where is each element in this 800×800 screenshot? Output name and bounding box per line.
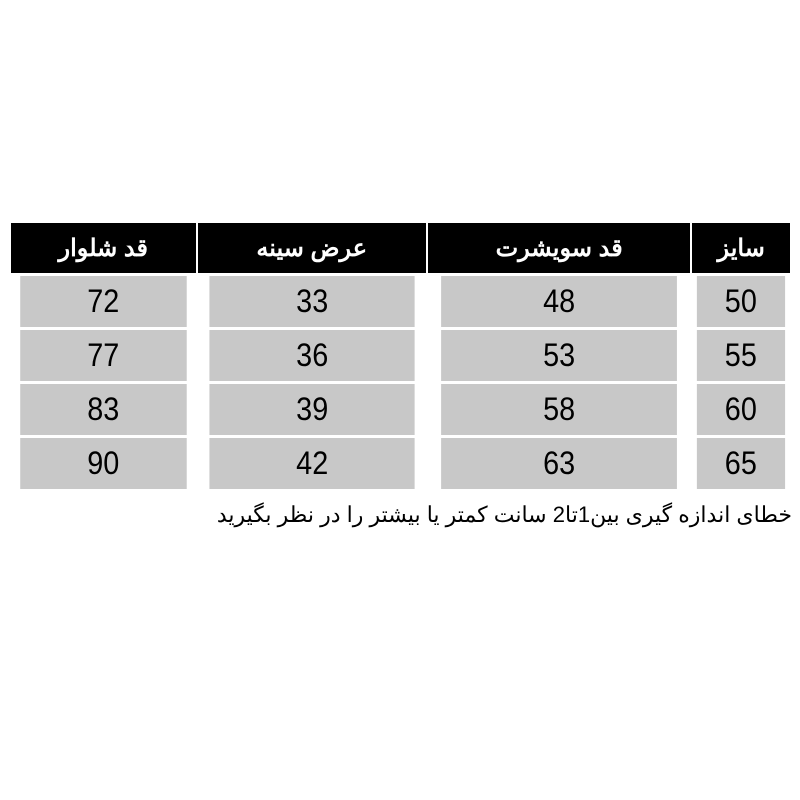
cell-pants-length: 72 [20,276,187,327]
cell-size: 50 [697,276,786,327]
cell-sweatshirt-length: 58 [441,384,678,435]
cell-chest-width: 39 [208,384,415,435]
header-pants-length: قد شلوار [11,223,196,273]
cell-size: 60 [697,384,786,435]
cell-size: 65 [697,438,786,489]
table-row: 50 48 33 72 [11,276,790,327]
size-table: سایز قد سویشرت عرض سینه قد شلوار 50 48 3… [9,220,792,492]
cell-chest-width: 42 [208,438,415,489]
header-row: سایز قد سویشرت عرض سینه قد شلوار [11,223,790,273]
measurement-error-note: خطای اندازه گیری بین1تا2 سانت کمتر یا بی… [216,502,792,527]
header-size: سایز [692,223,790,273]
cell-pants-length: 77 [20,330,187,381]
header-sweatshirt-length: قد سویشرت [427,223,691,273]
table-row: 55 53 36 77 [11,330,790,381]
table-row: 60 58 39 83 [11,384,790,435]
cell-pants-length: 83 [20,384,187,435]
cell-sweatshirt-length: 53 [441,330,678,381]
table-row: 65 63 42 90 [11,438,790,489]
cell-chest-width: 36 [208,330,415,381]
header-chest-width: عرض سینه [197,223,426,273]
cell-chest-width: 33 [208,276,415,327]
cell-pants-length: 90 [20,438,187,489]
cell-sweatshirt-length: 63 [441,438,678,489]
cell-size: 55 [697,330,786,381]
cell-sweatshirt-length: 48 [441,276,678,327]
